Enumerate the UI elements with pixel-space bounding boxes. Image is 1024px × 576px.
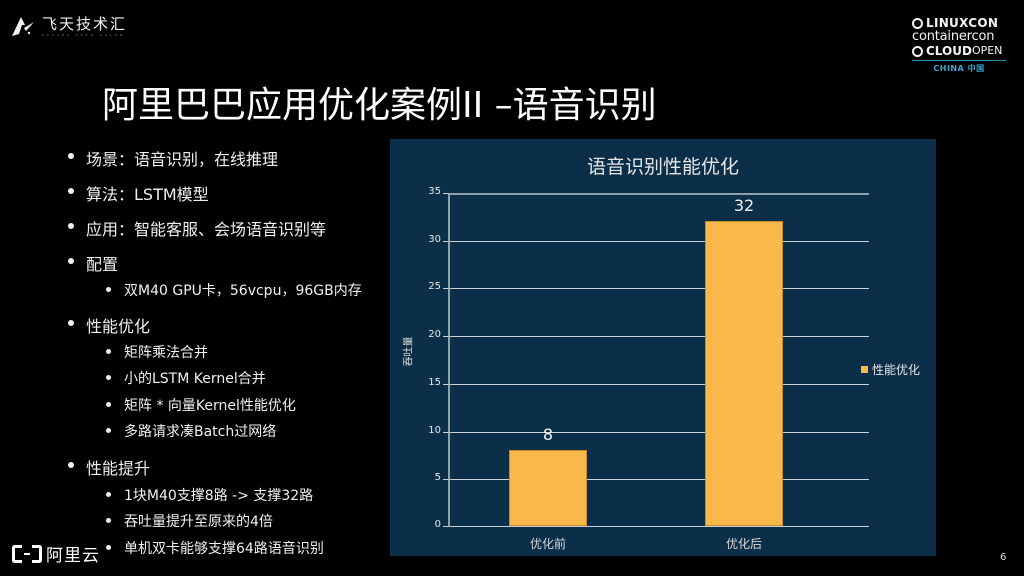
chart-legend: 性能优化	[861, 361, 920, 378]
y-tick	[443, 193, 449, 194]
linuxcon-text: LINUXCON	[926, 16, 999, 30]
bullet-dot-icon	[106, 428, 111, 433]
bullet-dot-icon	[106, 287, 111, 292]
y-tick-label: 0	[434, 519, 441, 530]
y-tick-label: 5	[434, 472, 441, 484]
bullet-dot-icon	[106, 402, 111, 407]
feitian-logo-subtitle: APSARA TECH SALON	[42, 32, 126, 37]
gridline	[449, 336, 869, 338]
aliyun-mark-icon	[12, 544, 42, 563]
containercon-text: containercon	[912, 29, 995, 44]
y-tick-label: 30	[428, 233, 441, 245]
plot-area: 35 30 25 20 15 10 5 0 8 32 优化前 优化后	[428, 186, 869, 551]
gridline	[449, 479, 869, 481]
sub-bullet-item: 吞吐量提升至原来的4倍	[106, 511, 273, 531]
bullet-dot-icon	[68, 320, 74, 326]
legend-swatch-icon	[861, 366, 868, 373]
y-tick-label: 15	[428, 376, 441, 388]
y-tick-label: 20	[428, 329, 441, 341]
sub-bullet-item: 双M40 GPU卡，56vcpu，96GB内存	[106, 280, 362, 300]
cloudopen-bold-text: CLOUD	[926, 44, 972, 58]
x-axis-line	[449, 526, 869, 527]
sub-bullet-item: 1块M40支撑8路 -> 支撑32路	[106, 485, 313, 505]
y-tick	[443, 526, 449, 527]
bullet-item: 性能提升	[68, 455, 150, 479]
bullet-dot-icon	[106, 545, 111, 550]
bullet-item: 配置	[68, 251, 118, 275]
bullet-item: 性能优化	[68, 313, 150, 337]
cloudopen-light-text: OPEN	[971, 44, 1003, 57]
sub-bullet-item: 矩阵 * 向量Kernel性能优化	[106, 395, 296, 415]
y-axis-title: 吞吐量	[403, 336, 415, 367]
bullet-dot-icon	[68, 223, 74, 229]
slide-title: 阿里巴巴应用优化案例II –语音识别	[102, 85, 657, 126]
data-label: 32	[733, 196, 755, 215]
bullet-dot-icon	[106, 518, 111, 523]
bar-after-optimization	[705, 220, 783, 526]
y-axis-line	[448, 193, 450, 527]
sub-bullet-item: 小的LSTM Kernel合并	[106, 368, 266, 388]
feitian-mark-icon	[12, 17, 34, 36]
bar-chart: 语音识别性能优化 吞吐量 35 30 25 20 15 10 5 0 8 32	[390, 139, 936, 556]
bullet-dot-icon	[106, 375, 111, 380]
bullet-item: 场景：语音识别，在线推理	[68, 146, 278, 170]
legend-label: 性能优化	[872, 363, 921, 377]
y-tick	[443, 240, 449, 242]
chart-title: 语音识别性能优化	[586, 156, 739, 178]
sub-bullet-item: 多路请求凑Batch过网络	[106, 421, 276, 441]
bullet-dot-icon	[68, 258, 74, 264]
data-label: 8	[542, 425, 554, 444]
y-tick-label: 35	[428, 186, 441, 197]
x-tick-label: 优化后	[725, 537, 762, 551]
gridline	[449, 383, 869, 385]
bullet-item: 算法：LSTM模型	[68, 181, 209, 205]
bar-before-optimization	[509, 449, 587, 526]
x-tick-label: 优化前	[529, 537, 566, 551]
linux-penguin-icon	[912, 17, 923, 29]
feitian-logo: 飞天技术汇 APSARA TECH SALON	[10, 14, 127, 38]
aliyun-logo: 阿里云	[12, 541, 100, 566]
y-tick	[443, 288, 449, 290]
y-tick-label: 25	[428, 281, 441, 293]
bullet-dot-icon	[106, 492, 111, 497]
cloudopen-icon	[912, 45, 923, 57]
y-tick	[443, 383, 449, 385]
bullet-dot-icon	[68, 188, 74, 194]
china-text: CHINA 中国	[933, 64, 985, 73]
gridline	[449, 288, 869, 290]
bullet-dot-icon	[68, 462, 74, 468]
gridline	[449, 431, 869, 433]
gridline	[449, 193, 869, 195]
y-tick	[443, 431, 449, 433]
feitian-logo-text: 飞天技术汇	[42, 14, 128, 33]
y-tick-label: 10	[428, 424, 441, 436]
y-tick	[443, 479, 449, 481]
linuxcon-logo: LINUXCON containercon CLOUD OPEN CHINA 中国	[912, 16, 1012, 74]
page-number: 6	[1000, 552, 1007, 563]
aliyun-logo-text: 阿里云	[46, 546, 100, 566]
bullet-dot-icon	[106, 349, 111, 354]
bullet-item: 应用：智能客服、会场语音识别等	[68, 216, 326, 240]
y-tick	[443, 336, 449, 338]
sub-bullet-item: 矩阵乘法合并	[106, 342, 208, 362]
logo-divider	[912, 60, 1006, 61]
gridline	[449, 240, 869, 242]
bullet-dot-icon	[68, 153, 74, 159]
sub-bullet-item: 单机双卡能够支撑64路语音识别	[106, 538, 324, 558]
